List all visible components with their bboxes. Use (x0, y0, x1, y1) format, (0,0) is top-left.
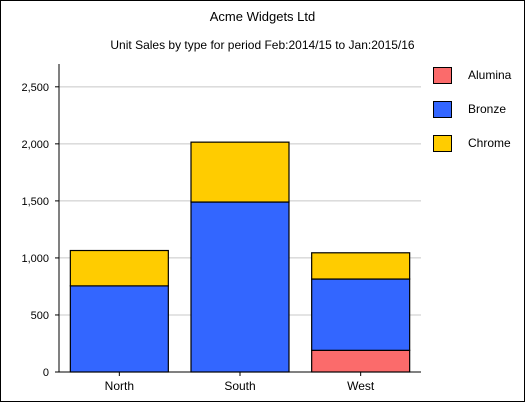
legend-label-bronze: Bronze (468, 102, 507, 116)
legend-swatch-chrome (433, 134, 452, 152)
x-tick-label: West (347, 379, 375, 393)
bar-bronze-west (311, 278, 411, 351)
bar-chrome-west (311, 252, 411, 280)
bar-chrome-north (69, 249, 169, 287)
chart-subtitle: Unit Sales by type for period Feb:2014/1… (110, 38, 415, 52)
bar-bronze-north (69, 285, 169, 373)
y-tick-label: 0 (43, 367, 49, 379)
bar-alumina-west (311, 349, 411, 373)
legend-swatch-bronze (433, 100, 452, 118)
chart-title: Acme Widgets Ltd (209, 9, 316, 24)
legend-label-alumina: Alumina (468, 68, 512, 82)
bar-bronze-south (190, 201, 290, 373)
legend-item-alumina: Alumina (433, 65, 511, 85)
y-tick-label: 1,500 (21, 196, 49, 208)
x-tick-label: South (224, 379, 255, 393)
y-tick-label: 2,500 (21, 82, 49, 94)
legend: Alumina Bronze Chrome (433, 65, 511, 167)
y-tick-label: 2,000 (21, 139, 49, 151)
legend-item-bronze: Bronze (433, 99, 511, 119)
legend-swatch-alumina (433, 66, 452, 84)
x-tick-label: North (105, 379, 134, 393)
legend-item-chrome: Chrome (433, 133, 511, 153)
y-tick-label: 1,000 (21, 253, 49, 265)
bar-chrome-south (190, 141, 290, 203)
y-tick-label: 500 (31, 310, 49, 322)
legend-label-chrome: Chrome (468, 136, 511, 150)
